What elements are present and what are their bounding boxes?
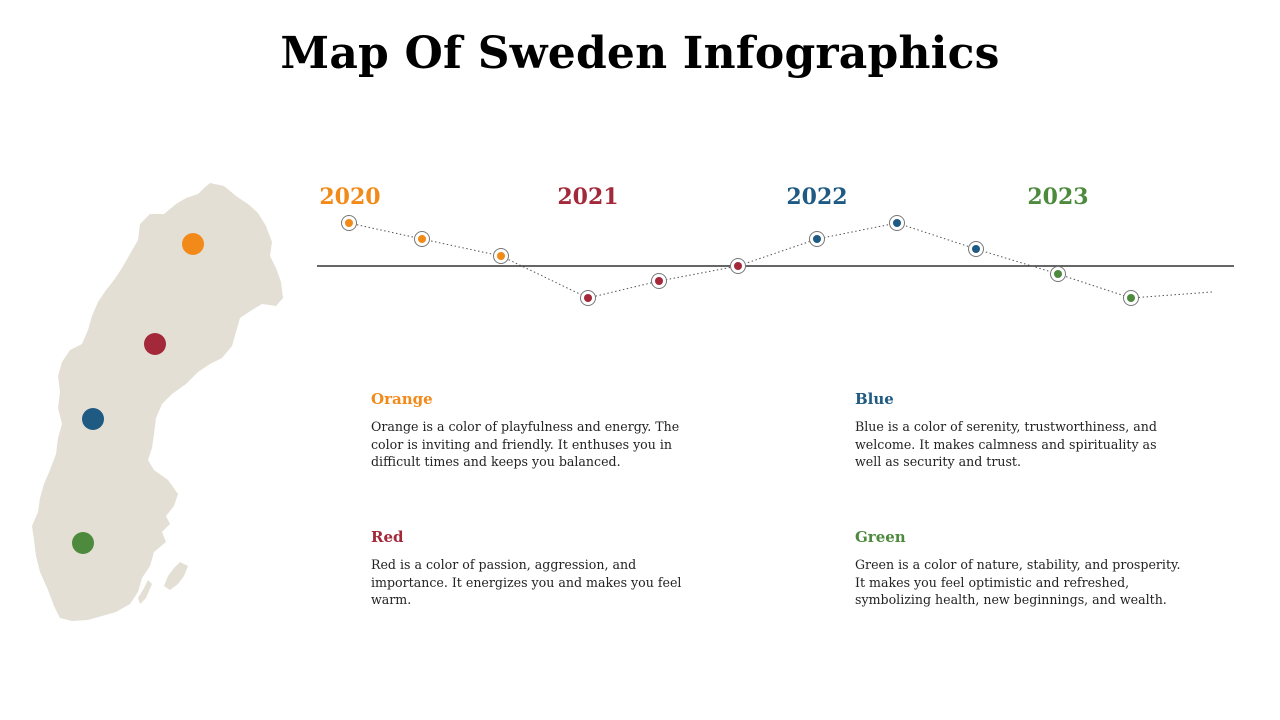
map-marker-blue: [82, 408, 104, 430]
timeline-point-dot: [1127, 294, 1135, 302]
card-green-text: Green is a color of nature, stability, a…: [855, 557, 1181, 607]
timeline-point-dot: [734, 262, 742, 270]
card-red-title: Red: [371, 528, 404, 546]
timeline-point: [889, 215, 905, 231]
year-label-2020: 2020: [319, 184, 380, 210]
timeline-point: [493, 248, 509, 264]
timeline-point-dot: [813, 235, 821, 243]
timeline-point: [580, 290, 596, 306]
timeline-point-dot: [893, 219, 901, 227]
card-blue: Blue Blue is a color of serenity, trustw…: [855, 390, 1185, 471]
year-label-2023: 2023: [1027, 184, 1088, 210]
page-title: Map Of Sweden Infographics: [280, 28, 1000, 79]
card-orange: Orange Orange is a color of playfulness …: [371, 390, 701, 471]
island-oland: [138, 580, 152, 604]
card-green-title: Green: [855, 528, 906, 546]
card-green: Green Green is a color of nature, stabil…: [855, 528, 1185, 609]
timeline-point-dot: [584, 294, 592, 302]
island-gotland: [164, 562, 188, 590]
card-blue-text: Blue is a color of serenity, trustworthi…: [855, 419, 1157, 469]
timeline-dotted-path: [348, 222, 1213, 299]
map-marker-red: [144, 333, 166, 355]
timeline-point: [414, 231, 430, 247]
map-marker-orange: [182, 233, 204, 255]
timeline-point: [968, 241, 984, 257]
timeline-point-dot: [497, 252, 505, 260]
timeline-point: [651, 273, 667, 289]
card-red: Red Red is a color of passion, aggressio…: [371, 528, 701, 609]
map-marker-green: [72, 532, 94, 554]
timeline-point-dot: [1054, 270, 1062, 278]
card-orange-title: Orange: [371, 390, 433, 408]
card-orange-text: Orange is a color of playfulness and ene…: [371, 419, 680, 469]
timeline-point-dot: [418, 235, 426, 243]
timeline-point: [1050, 266, 1066, 282]
timeline-points: [341, 215, 1139, 306]
year-label-2021: 2021: [557, 184, 618, 210]
sweden-map-shape: [32, 183, 283, 621]
timeline-point-dot: [345, 219, 353, 227]
timeline-point: [1123, 290, 1139, 306]
card-red-text: Red is a color of passion, aggression, a…: [371, 557, 682, 607]
timeline-point: [730, 258, 746, 274]
timeline-point-dot: [972, 245, 980, 253]
timeline: 2020 2021 2022 2023: [317, 184, 1234, 306]
sweden-map: [32, 183, 283, 621]
timeline-point-dot: [655, 277, 663, 285]
year-label-2022: 2022: [786, 184, 847, 210]
timeline-point: [341, 215, 357, 231]
timeline-point: [809, 231, 825, 247]
card-blue-title: Blue: [855, 390, 894, 408]
